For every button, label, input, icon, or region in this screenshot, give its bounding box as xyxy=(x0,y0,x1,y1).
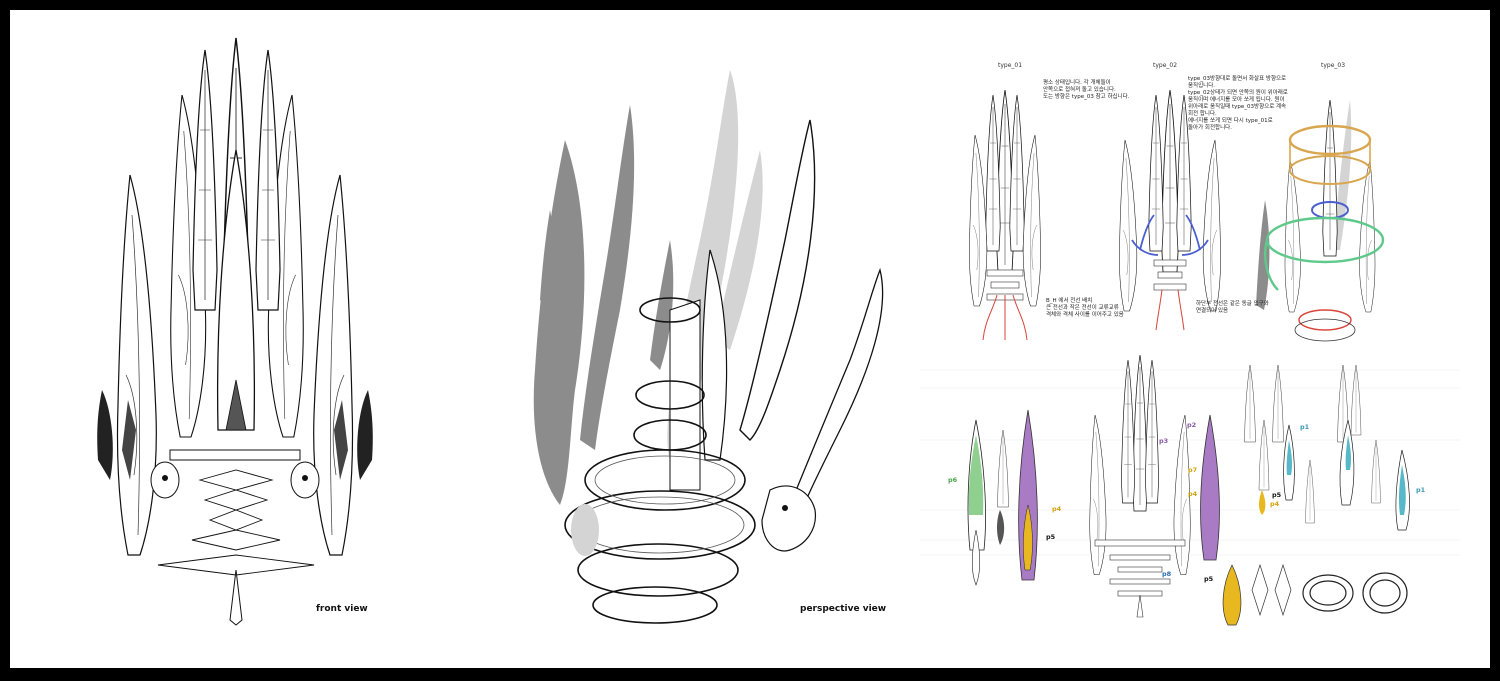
part-label-p4a: p4 xyxy=(1052,505,1062,513)
concept-art-canvas xyxy=(97,37,1460,626)
perspective-view-label: perspective view xyxy=(800,604,887,614)
parts-breakdown xyxy=(920,354,1460,626)
part-label-p1a: p1 xyxy=(1300,423,1310,431)
part-label-p1b: p1 xyxy=(1416,486,1426,494)
front-view-label: front view xyxy=(316,604,368,614)
concept-sheet: front view perspective view type_01 type… xyxy=(10,10,1490,668)
part-label-p4b: p4 xyxy=(1188,490,1198,498)
part-label-p3: p3 xyxy=(1159,437,1169,445)
type-01-note: 평소 상태입니다. 각 개체들이 안쪽으로 접혀져 돌고 있습니다. 도는 방향… xyxy=(1043,80,1130,100)
bottom-note-2: 하단부 전선은 같은 동글 입구와 연결되어 있음 xyxy=(1196,301,1269,314)
part-label-p5c: p5 xyxy=(1204,575,1214,583)
part-label-p7: p7 xyxy=(1188,466,1198,474)
type-diagrams xyxy=(969,89,1385,342)
bottom-note-1: B_H 에서 전선 배치 큰 전선과 작은 전선이 교류교류 격체와 격체 사이… xyxy=(1046,298,1124,318)
type-02-label: type_02 xyxy=(1153,62,1178,69)
part-label-p6: p6 xyxy=(948,476,958,484)
part-label-p2: p2 xyxy=(1187,421,1197,429)
part-label-p5a: p5 xyxy=(1046,533,1056,541)
type-02-note: type_03방향대로 돌면서 화살표 방향으로 움직입니다. type_02상… xyxy=(1188,76,1288,131)
type-03-label: type_03 xyxy=(1321,62,1346,69)
front-view-drawing xyxy=(97,37,373,626)
part-label-p8: p8 xyxy=(1162,570,1172,578)
part-label-p5b: p5 xyxy=(1272,491,1282,499)
type-01-label: type_01 xyxy=(998,62,1023,69)
part-label-p4c: p4 xyxy=(1270,500,1280,508)
perspective-view-drawing xyxy=(533,70,884,624)
